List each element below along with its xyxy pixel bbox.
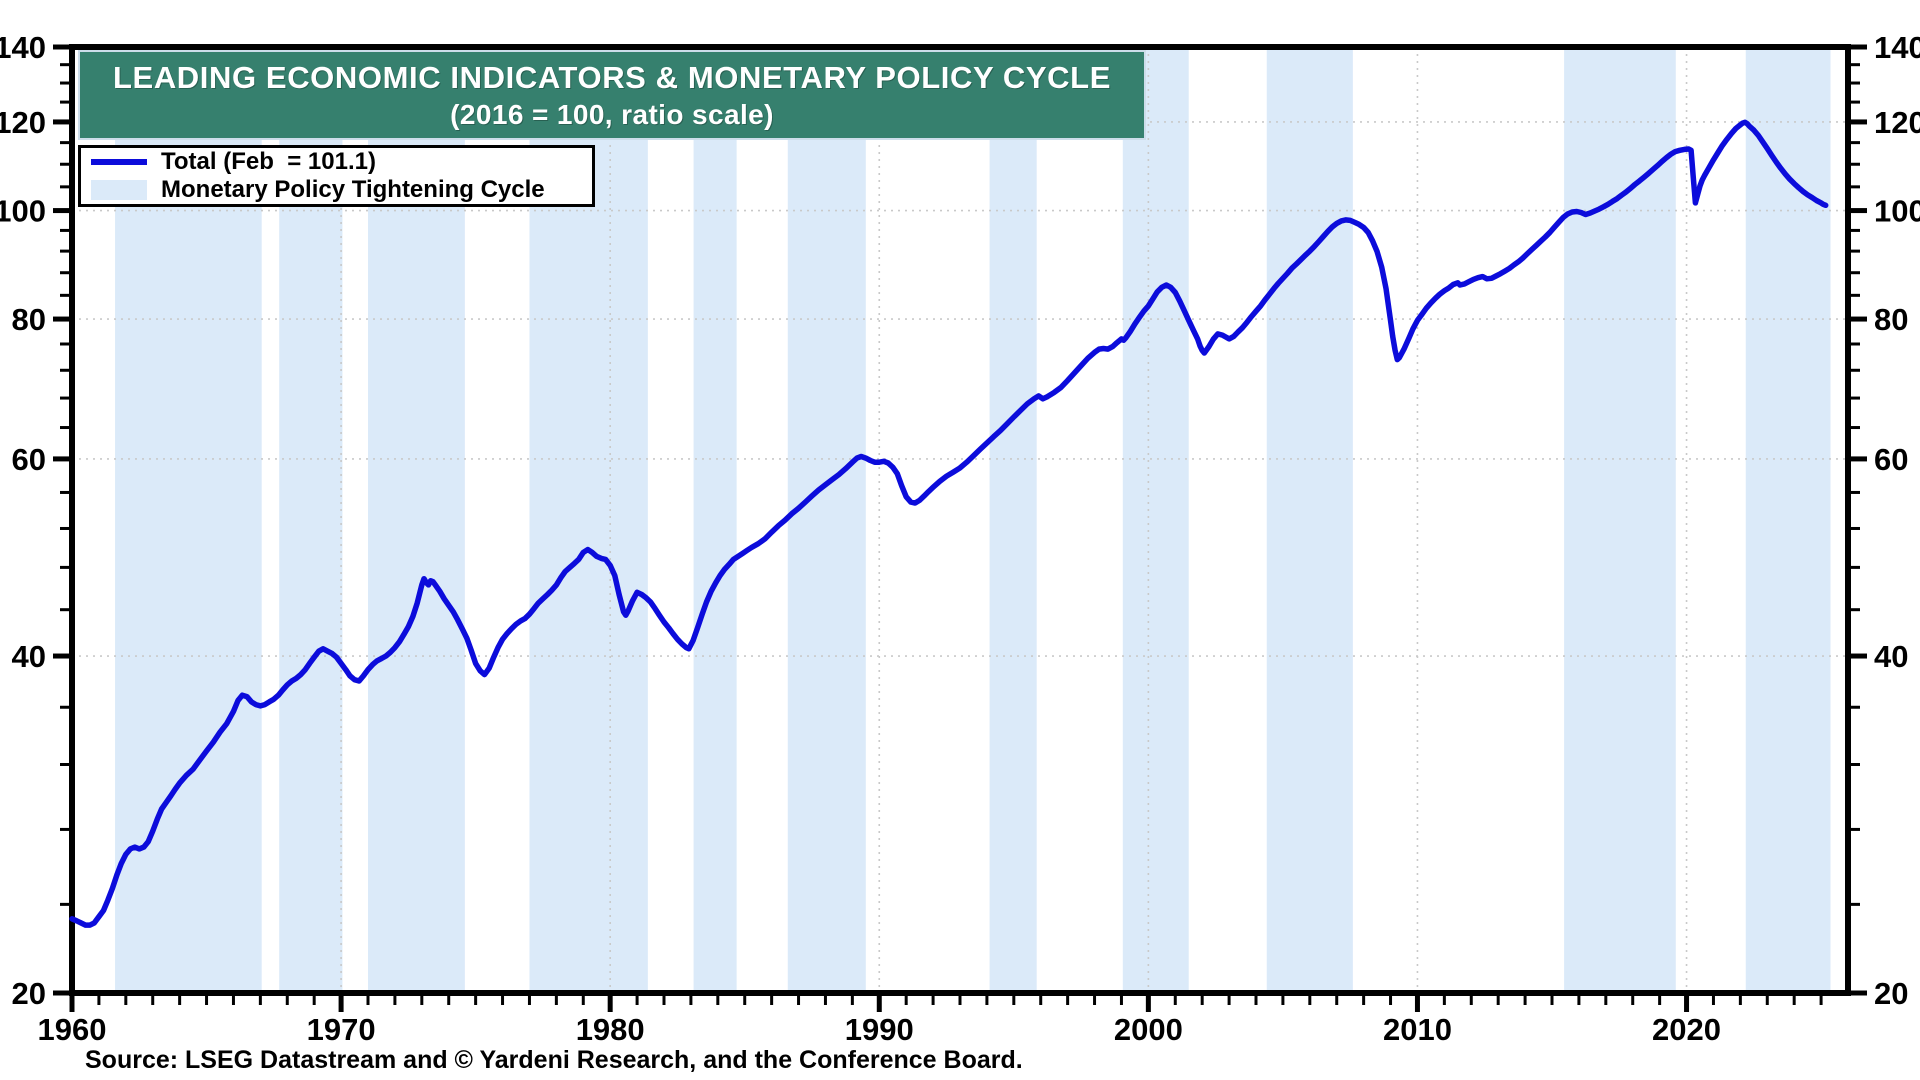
legend-label-tightening-cycle: Monetary Policy Tightening Cycle — [161, 176, 545, 203]
chart-subtitle: (2016 = 100, ratio scale) — [450, 98, 774, 130]
x-axis-label: 2010 — [1383, 1012, 1452, 1047]
tightening-band — [1266, 47, 1353, 993]
source-note: Source: LSEG Datastream and © Yardeni Re… — [85, 1046, 1023, 1074]
x-axis-label: 2020 — [1652, 1012, 1721, 1047]
x-axis-label: 1980 — [576, 1012, 645, 1047]
y-axis-label-left: 140 — [0, 30, 46, 65]
plot-frame — [69, 44, 1851, 996]
tightening-band — [1564, 47, 1676, 993]
tightening-band — [1122, 47, 1189, 993]
y-axis-label-right: 120 — [1874, 105, 1920, 140]
tightening-band-swatch — [91, 180, 147, 200]
y-axis-label-left: 60 — [12, 442, 46, 477]
tightening-band — [693, 47, 737, 993]
y-axis-label-left: 20 — [12, 976, 46, 1011]
x-axis-label: 1990 — [845, 1012, 914, 1047]
legend: Total (Feb = 101.1) Monetary Policy Tigh… — [78, 145, 595, 207]
tightening-band — [989, 47, 1037, 993]
legend-label-total: Total (Feb = 101.1) — [161, 148, 376, 175]
y-axis-label-right: 60 — [1874, 442, 1908, 477]
x-axis-label: 1970 — [307, 1012, 376, 1047]
x-axis-label: 2000 — [1114, 1012, 1183, 1047]
tightening-band — [1745, 47, 1831, 993]
chart-title: LEADING ECONOMIC INDICATORS & MONETARY P… — [113, 59, 1111, 95]
y-axis-label-right: 100 — [1874, 194, 1920, 229]
legend-item-total: Total (Feb = 101.1) — [91, 148, 582, 175]
legend-item-tightening-cycle: Monetary Policy Tightening Cycle — [91, 176, 582, 203]
y-axis-label-left: 40 — [12, 639, 46, 674]
y-axis-label-right: 80 — [1874, 302, 1908, 337]
y-axis-label-left: 80 — [12, 302, 46, 337]
chart-title-box: LEADING ECONOMIC INDICATORS & MONETARY P… — [78, 50, 1146, 140]
y-axis-label-left: 120 — [0, 105, 46, 140]
total-series-line — [69, 119, 1829, 928]
y-axis-label-right: 140 — [1874, 30, 1920, 65]
y-axis-label-right: 40 — [1874, 639, 1908, 674]
y-axis-label-right: 20 — [1874, 976, 1908, 1011]
total-line-swatch — [91, 159, 147, 165]
y-axis-label-left: 100 — [0, 194, 46, 229]
x-axis-label: 1960 — [38, 1012, 107, 1047]
tightening-band — [787, 47, 866, 993]
